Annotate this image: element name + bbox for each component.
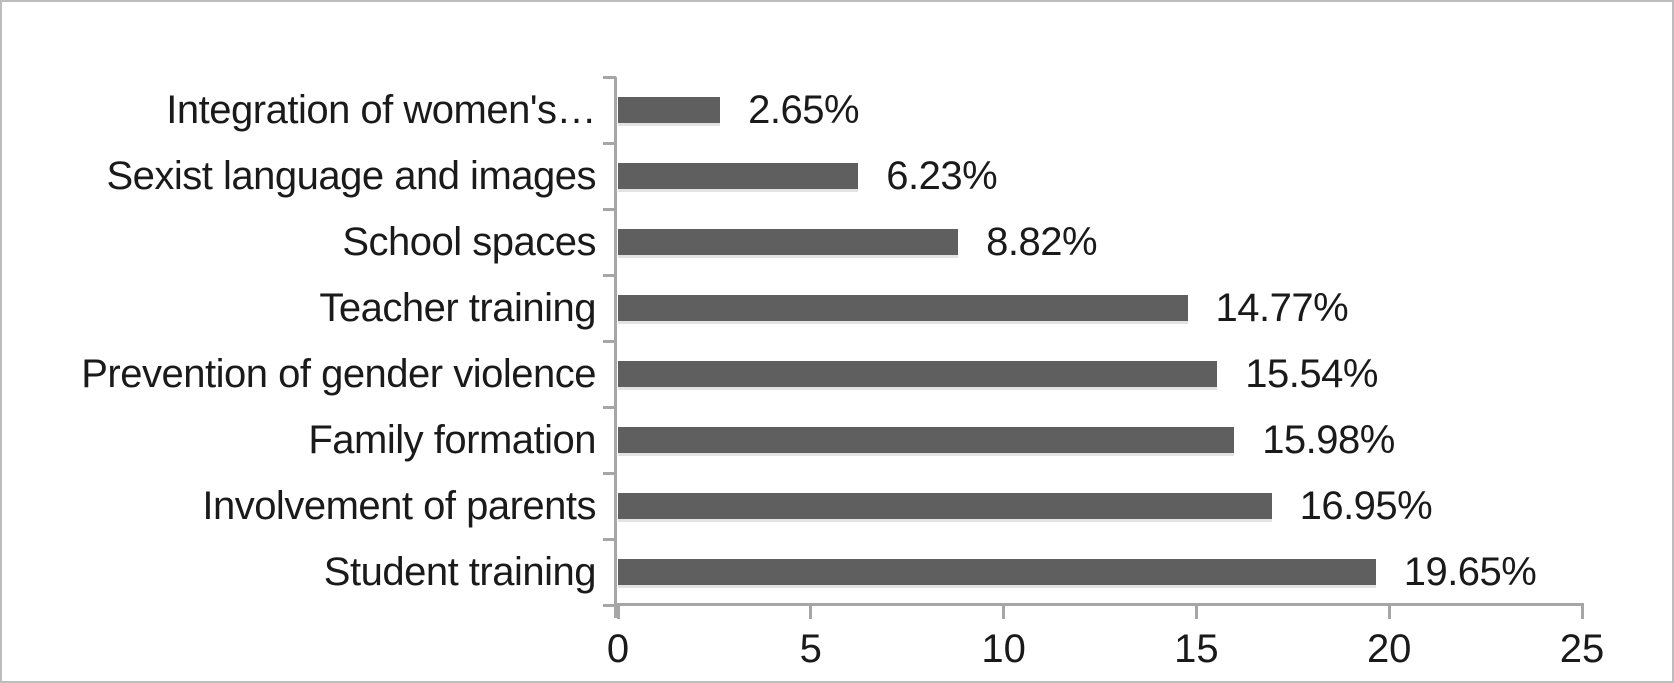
category-label: Teacher training [319,286,596,330]
y-axis-tick [603,340,616,343]
y-axis-tick [603,76,616,79]
bar [618,295,1188,324]
x-axis-line [615,603,1584,606]
category-label: Family formation [308,418,596,462]
y-axis-tick [603,274,616,277]
y-axis-tick [603,604,616,607]
x-axis-tick-label: 15 [1174,627,1219,671]
x-axis-tick [1580,606,1584,619]
value-label: 15.98% [1262,418,1395,462]
y-axis-tick [603,538,616,541]
x-axis-tick [809,606,813,619]
category-label: Prevention of gender violence [81,352,596,396]
x-axis-tick [1387,606,1391,619]
bar [618,229,959,258]
x-axis-tick-label: 0 [606,627,630,671]
category-label: School spaces [342,220,596,264]
y-axis-line [614,77,617,618]
x-axis-tick [1194,606,1198,619]
x-axis-tick-label: 10 [981,627,1026,671]
value-label: 6.23% [886,154,998,198]
bar [618,97,721,126]
bar [618,559,1376,588]
category-label: Involvement of parents [202,484,596,528]
value-label: 14.77% [1215,286,1349,330]
bar [618,493,1272,522]
value-label: 2.65% [748,88,860,132]
x-axis-tick-label: 5 [799,627,822,671]
value-label: 19.65% [1403,550,1537,594]
y-axis-tick [603,406,616,409]
bar [618,361,1218,390]
y-axis-tick [603,208,616,211]
category-label: Sexist language and images [106,154,596,198]
x-axis-tick [616,606,620,619]
y-axis-tick [603,472,616,475]
value-label: 8.82% [986,220,1098,264]
category-label: Student training [323,550,597,594]
x-axis-tick [1002,606,1006,619]
y-axis-tick [603,142,616,145]
bar [618,427,1235,456]
value-label: 15.54% [1245,352,1378,396]
x-axis-tick-label: 25 [1559,627,1605,671]
value-label: 16.95% [1299,484,1433,528]
category-label: Integration of women's… [166,88,596,132]
bar [618,163,859,192]
x-axis-tick-label: 20 [1366,627,1412,671]
